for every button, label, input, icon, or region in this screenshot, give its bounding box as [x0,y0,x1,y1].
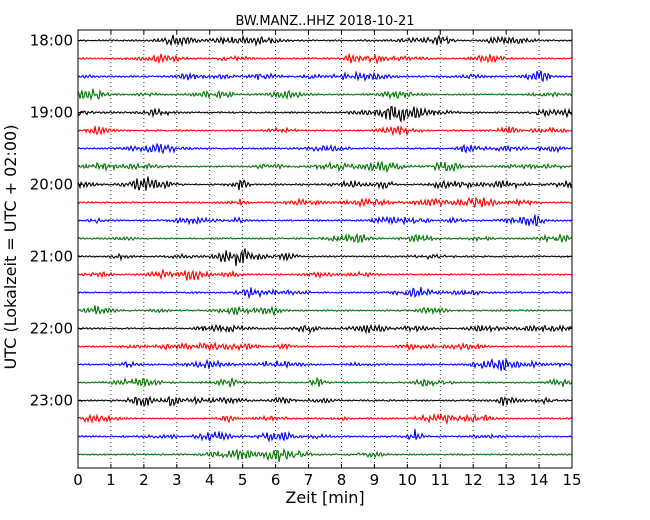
x-tick-label: 7 [304,471,314,489]
x-tick-label: 13 [497,471,516,489]
seismogram-trace-2330 [77,428,573,443]
x-tick-label: 8 [337,471,347,489]
x-tick-label: 10 [398,471,417,489]
x-tick-label: 11 [431,471,450,489]
seismogram-trace-2300 [77,395,573,407]
seismogram-trace-2130 [77,287,573,300]
seismogram-trace-2215 [77,340,573,352]
seismogram-trace-2000 [77,176,573,191]
x-tick-label: 9 [370,471,380,489]
seismogram-trace-1815 [77,52,573,65]
seismogram-trace-2100 [77,248,573,267]
x-tick-label: 5 [238,471,248,489]
y-tick-label: 20:00 [30,176,73,194]
seismogram-trace-2045 [77,232,573,244]
seismogram-trace-1830 [77,70,573,83]
x-tick-label: 12 [464,471,483,489]
plot-frame [77,29,573,469]
x-tick-label: 14 [530,471,549,489]
trace-group [77,34,573,463]
seismogram-trace-1845 [77,88,573,102]
seismogram-trace-2145 [77,305,573,317]
seismogram-trace-1900 [77,106,573,124]
seismogram-trace-2200 [77,323,573,335]
seismogram-trace-2015 [77,196,573,209]
y-tick-label: 23:00 [30,392,73,410]
x-tick-label: 6 [271,471,281,489]
x-axis-label: Zeit [min] [285,488,364,507]
seismogram-trace-2345 [77,447,573,463]
x-tick-label: 0 [73,471,83,489]
y-tick-label: 22:00 [30,320,73,338]
x-tick-label: 15 [562,471,581,489]
axis-ticks: 0 1 2 3 4 5 6 7 8 9 10 11 12 13 14 1518:0019:0020:0021:… [30,30,582,489]
seismogram-trace-1800 [77,34,573,47]
x-tick-label: 1 [106,471,116,489]
seismogram-trace-2230 [77,357,573,371]
seismogram-trace-1945 [77,160,573,174]
seismogram-trace-2115 [77,268,573,281]
seismogram-trace-2245 [77,376,573,388]
seismogram-trace-2030 [77,214,573,227]
y-axis-label: UTC (Lokalzeit = UTC + 02:00) [1,125,20,370]
x-tick-label: 4 [205,471,215,489]
x-tick-label: 2 [139,471,149,489]
seismogram-trace-1915 [77,125,573,137]
y-tick-label: 21:00 [30,248,73,266]
y-tick-label: 19:00 [30,104,73,122]
seismogram-trace-1930 [77,142,573,155]
chart-title: BW.MANZ..HHZ 2018-10-21 [235,14,414,29]
y-tick-label: 18:00 [30,32,73,50]
x-tick-label: 3 [172,471,182,489]
seismogram-trace-2315 [77,412,573,426]
